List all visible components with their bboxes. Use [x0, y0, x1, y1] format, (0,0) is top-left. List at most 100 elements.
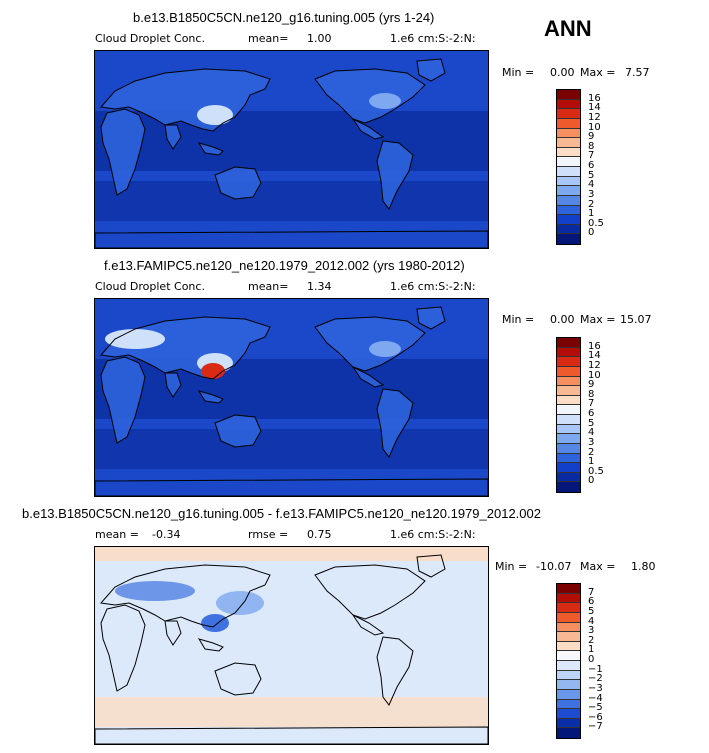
map-landmass — [199, 391, 223, 403]
colorbar-tick-label: 4 — [588, 179, 595, 191]
map-coastline — [376, 388, 414, 458]
map-coastline — [214, 414, 262, 448]
map-coastline — [95, 230, 488, 248]
map-coastline — [197, 390, 224, 404]
panel-3-min-value: -10.07 — [536, 560, 572, 573]
panel-1-map — [94, 50, 489, 249]
colorbar-tick-label: 14 — [588, 102, 601, 114]
map-coastline — [351, 365, 385, 388]
panel-2-units: 1.e6 cm:S:-2:N: — [390, 280, 476, 293]
colorbar-tick-label: −2 — [588, 673, 603, 685]
colorbar-tick-label: 12 — [588, 359, 601, 371]
map-coastline — [95, 726, 488, 744]
map-coastline — [100, 316, 271, 380]
colorbar-tick-label: 6 — [588, 160, 595, 171]
panel-2-max-value: 15.07 — [620, 313, 652, 326]
map-hotspot — [201, 363, 225, 379]
colorbar-swatch — [557, 641, 580, 652]
colorbar-tick-label: 0 — [588, 227, 595, 239]
panel-3-colorbar — [556, 583, 581, 739]
map-landmass — [101, 357, 145, 443]
colorbar-tick-label: −7 — [588, 721, 603, 733]
colorbar-tick-label: 10 — [588, 369, 601, 381]
season-label: ANN — [544, 16, 592, 41]
map-coastline — [100, 604, 146, 692]
map-coastline — [351, 117, 385, 140]
panel-1-mean-value: 1.00 — [307, 32, 332, 45]
colorbar-swatch — [557, 632, 580, 642]
map-feature — [197, 105, 233, 125]
map-feature — [115, 581, 195, 601]
panel-1-colorbar — [556, 89, 581, 245]
colorbar-swatch — [557, 157, 580, 167]
colorbar-tick-label: 5 — [588, 605, 595, 617]
colorbar-swatch — [557, 699, 580, 710]
panel-3-mean-label: mean = — [95, 528, 139, 541]
map-landmass — [215, 167, 261, 199]
colorbar-swatch — [557, 338, 580, 348]
map-coastline — [95, 478, 488, 496]
colorbar-swatch — [557, 443, 580, 454]
colorbar-swatch — [557, 195, 580, 206]
map-coastline — [100, 356, 146, 444]
colorbar-swatch — [557, 612, 580, 623]
colorbar-swatch — [557, 138, 580, 148]
colorbar-swatch — [557, 689, 580, 700]
colorbar-swatch — [557, 386, 580, 396]
panel-1: b.e13.B1850C5CN.ne120_g16.tuning.005 (yr… — [0, 0, 709, 250]
colorbar-swatch — [557, 176, 580, 187]
colorbar-tick-label: 4 — [588, 615, 595, 627]
colorbar-tick-label: 6 — [588, 596, 595, 608]
colorbar-tick-label: 12 — [588, 111, 601, 123]
colorbar-tick-label: 2 — [588, 198, 595, 210]
map-coastline — [100, 68, 271, 132]
map-feature — [105, 329, 165, 349]
colorbar-swatch — [557, 651, 580, 661]
colorbar-tick-label: 9 — [588, 131, 595, 143]
colorbar-tick-label: 0 — [588, 475, 595, 487]
panel-1-variable-label: Cloud Droplet Conc. — [95, 32, 205, 45]
map-coastline — [214, 166, 262, 200]
panel-3-map-canvas — [95, 547, 488, 744]
map-landmass — [315, 317, 425, 371]
colorbar-swatch — [557, 415, 580, 425]
colorbar-tick-label: 7 — [588, 398, 595, 410]
map-feature — [201, 614, 229, 632]
map-band — [95, 181, 488, 221]
map-feature — [216, 591, 264, 615]
panel-2-max-label: Max = — [580, 313, 616, 326]
colorbar-swatch — [557, 234, 580, 244]
colorbar-tick-label: 0 — [588, 654, 595, 665]
colorbar-tick-label: 1 — [588, 208, 595, 220]
colorbar-tick-label: 1 — [588, 456, 595, 468]
colorbar-swatch — [557, 128, 580, 139]
map-coastline — [197, 142, 224, 156]
map-landmass — [315, 69, 425, 123]
panel-1-min-value: 0.00 — [550, 66, 575, 79]
map-landmass — [377, 389, 413, 457]
panel-3-rmse-value: 0.75 — [307, 528, 332, 541]
colorbar-tick-label: 0.5 — [588, 465, 604, 477]
colorbar-tick-label: 5 — [588, 417, 595, 429]
colorbar-tick-label: 6 — [588, 408, 595, 419]
colorbar-swatch — [557, 670, 580, 681]
panel-3-mean-value: -0.34 — [152, 528, 181, 541]
colorbar-swatch — [557, 376, 580, 387]
colorbar-swatch — [557, 99, 580, 110]
map-landmass — [101, 109, 145, 195]
panel-1-title: b.e13.B1850C5CN.ne120_g16.tuning.005 (yr… — [133, 10, 435, 25]
colorbar-swatch — [557, 366, 580, 377]
colorbar-tick-label: 8 — [588, 140, 595, 152]
colorbar-swatch — [557, 205, 580, 216]
panel-2-title: f.e13.FAMIPC5.ne120_ne120.1979_2012.002 … — [104, 258, 465, 273]
panel-2-map — [94, 298, 489, 497]
colorbar-swatch — [557, 424, 580, 435]
map-landmass — [417, 59, 445, 81]
colorbar-tick-label: −5 — [588, 702, 603, 714]
map-coastline — [100, 564, 271, 628]
colorbar-swatch — [557, 593, 580, 604]
map-landmass — [215, 415, 261, 447]
panel-1-map-canvas — [95, 51, 488, 248]
colorbar-tick-label: −6 — [588, 711, 603, 723]
colorbar-swatch — [557, 395, 580, 406]
